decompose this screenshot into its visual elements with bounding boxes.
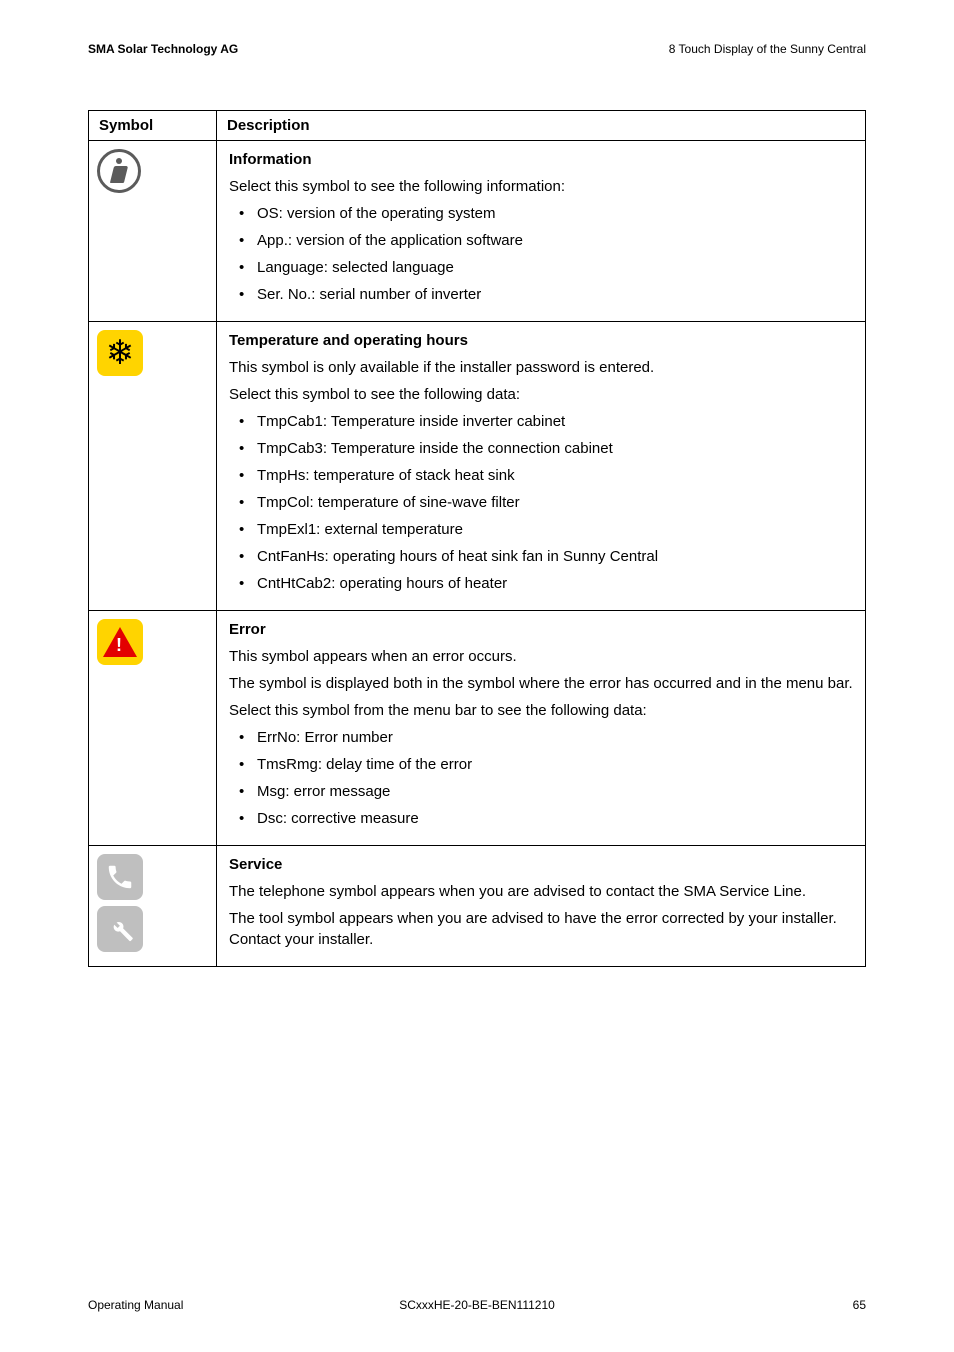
col-header-description: Description (217, 111, 866, 141)
symbol-description-table: Symbol Description Information Select th… (88, 110, 866, 967)
wrench-svg-icon (105, 914, 135, 944)
wrench-icon (97, 906, 143, 952)
list-item: ErrNo: Error number (257, 727, 853, 748)
desc-cell-service: Service The telephone symbol appears whe… (217, 846, 866, 967)
row-text: This symbol appears when an error occurs… (229, 646, 853, 667)
symbol-cell-service (89, 846, 217, 967)
row-title: Information (229, 149, 853, 170)
list-item: TmsRmg: delay time of the error (257, 754, 853, 775)
row-title: Service (229, 854, 853, 875)
telephone-icon (97, 854, 143, 900)
list-item: TmpCab1: Temperature inside inverter cab… (257, 411, 853, 432)
row-text: Select this symbol to see the following … (229, 384, 853, 405)
list-item: TmpCab3: Temperature inside the connecti… (257, 438, 853, 459)
table-row: Service The telephone symbol appears whe… (89, 846, 866, 967)
list-item: App.: version of the application softwar… (257, 230, 853, 251)
desc-cell-info: Information Select this symbol to see th… (217, 141, 866, 322)
header-section: 8 Touch Display of the Sunny Central (669, 42, 866, 56)
list-item: TmpExl1: external temperature (257, 519, 853, 540)
table-row: Information Select this symbol to see th… (89, 141, 866, 322)
row-text: The symbol is displayed both in the symb… (229, 673, 853, 694)
list-item: Ser. No.: serial number of inverter (257, 284, 853, 305)
list-item: CntHtCab2: operating hours of heater (257, 573, 853, 594)
footer-doc-type: Operating Manual (88, 1298, 183, 1312)
footer-page-number: 65 (853, 1298, 866, 1312)
row-text: Select this symbol to see the following … (229, 176, 853, 197)
col-header-symbol: Symbol (89, 111, 217, 141)
list-item: Language: selected language (257, 257, 853, 278)
phone-svg-icon (105, 862, 135, 892)
row-title: Error (229, 619, 853, 640)
row-text: Select this symbol from the menu bar to … (229, 700, 853, 721)
symbol-cell-temp: ❄ (89, 322, 217, 611)
list-item: OS: version of the operating system (257, 203, 853, 224)
symbol-cell-error (89, 611, 217, 846)
table-row: Error This symbol appears when an error … (89, 611, 866, 846)
list-item: Msg: error message (257, 781, 853, 802)
desc-cell-error: Error This symbol appears when an error … (217, 611, 866, 846)
desc-cell-temp: Temperature and operating hours This sym… (217, 322, 866, 611)
row-title: Temperature and operating hours (229, 330, 853, 351)
list-item: TmpCol: temperature of sine-wave filter (257, 492, 853, 513)
bullet-list: TmpCab1: Temperature inside inverter cab… (229, 411, 853, 594)
bullet-list: ErrNo: Error number TmsRmg: delay time o… (229, 727, 853, 829)
list-item: TmpHs: temperature of stack heat sink (257, 465, 853, 486)
row-text: This symbol is only available if the ins… (229, 357, 853, 378)
table-row: ❄ Temperature and operating hours This s… (89, 322, 866, 611)
row-text: The telephone symbol appears when you ar… (229, 881, 853, 902)
list-item: CntFanHs: operating hours of heat sink f… (257, 546, 853, 567)
snowflake-icon: ❄ (97, 330, 143, 376)
footer-doc-id: SCxxxHE-20-BE-BEN111210 (399, 1298, 555, 1312)
error-icon (97, 619, 143, 665)
symbol-cell-info (89, 141, 217, 322)
header-company: SMA Solar Technology AG (88, 42, 238, 56)
bullet-list: OS: version of the operating system App.… (229, 203, 853, 305)
list-item: Dsc: corrective measure (257, 808, 853, 829)
row-text: The tool symbol appears when you are adv… (229, 908, 853, 950)
information-icon (97, 149, 141, 193)
content-area: Symbol Description Information Select th… (88, 110, 866, 967)
error-triangle-icon (103, 627, 137, 657)
